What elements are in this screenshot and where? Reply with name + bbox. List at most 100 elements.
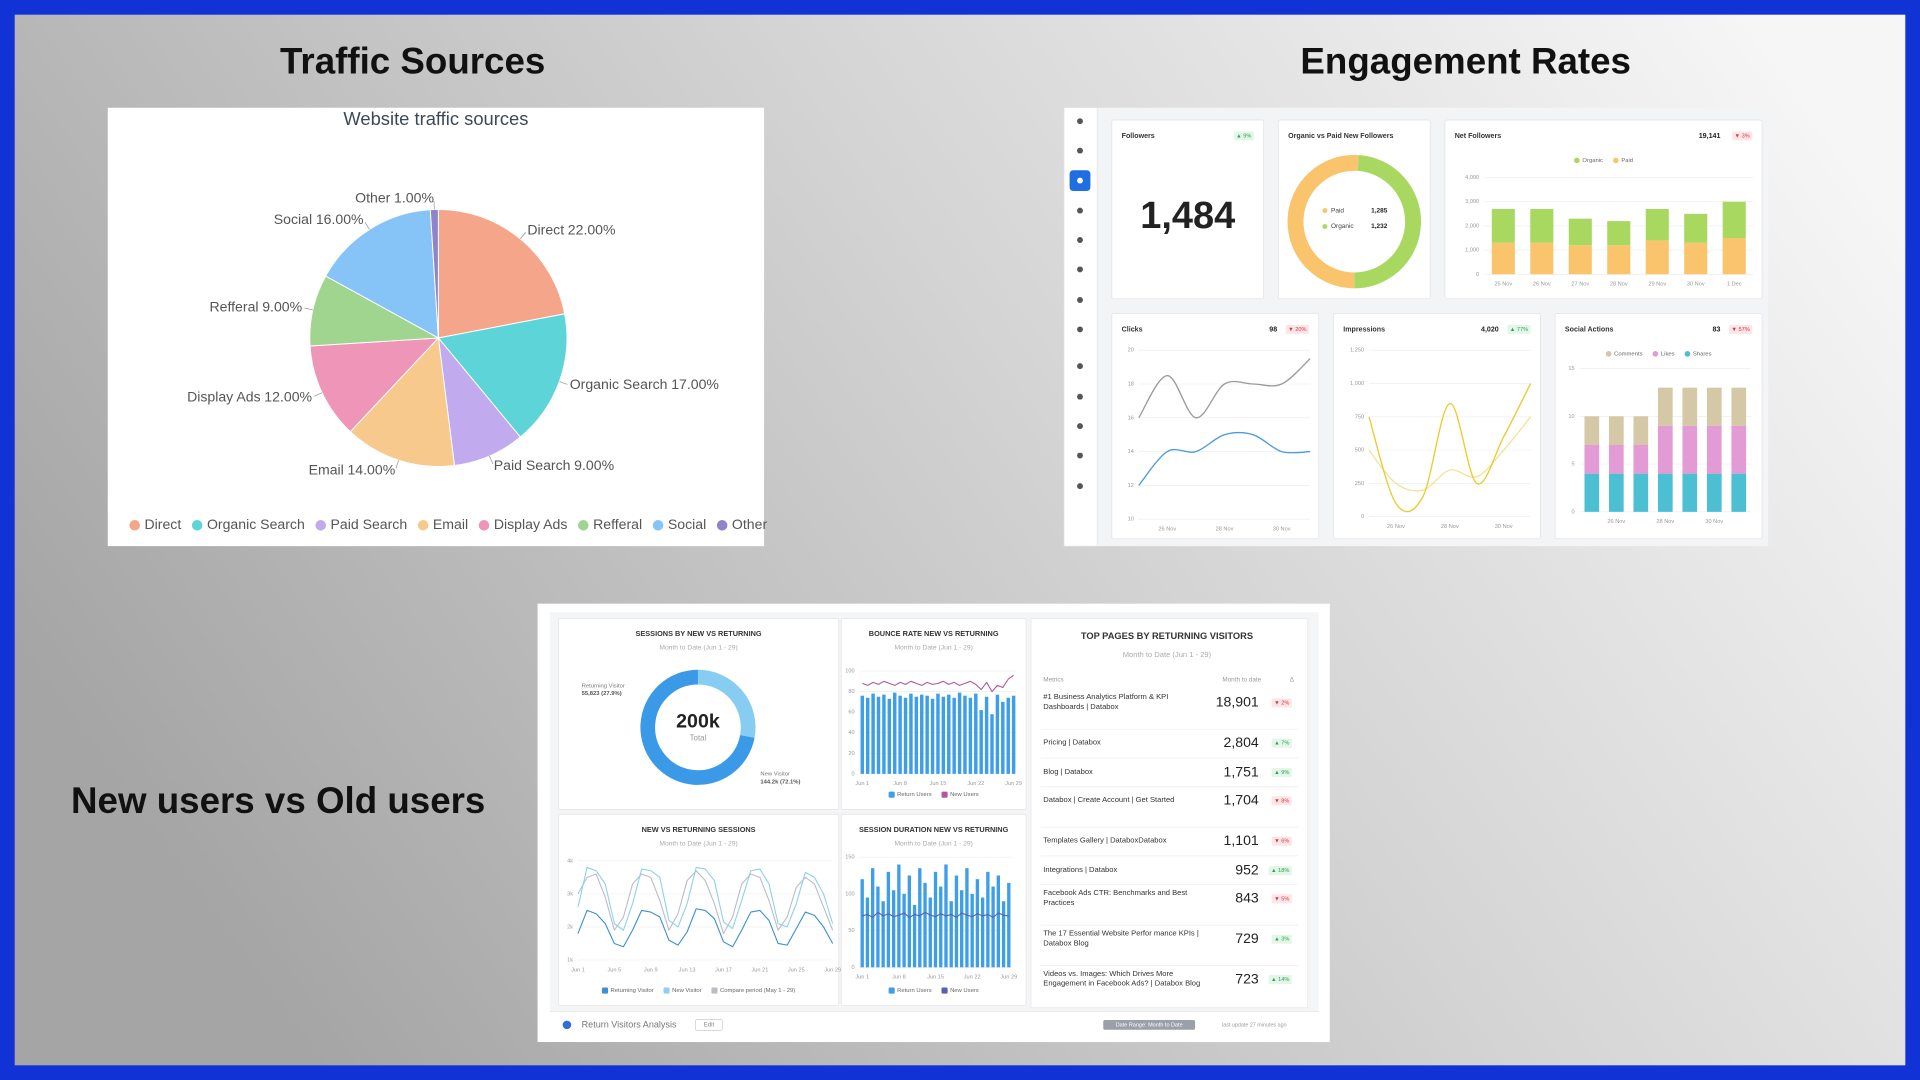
change-badge: [1728, 324, 1753, 334]
legend: Returning Visitor New Visitor Compare peri…: [601, 987, 795, 994]
chart-total: 19,141: [1699, 132, 1721, 140]
change-value: ▼ 57%: [1731, 327, 1749, 333]
bar-segment: [1584, 444, 1600, 474]
y-tick-label: 4k: [567, 858, 573, 864]
y-tick-label: 750: [1355, 414, 1364, 420]
bar-segment: [1584, 473, 1600, 512]
chart-title: BOUNCE RATE NEW VS RETURNING: [869, 629, 999, 638]
slice-value: 14.00%: [347, 461, 395, 477]
row-label: Pricing | Databox: [1043, 738, 1101, 748]
row-value: 1,704: [1224, 792, 1259, 808]
sidebar-icons: [1069, 118, 1091, 490]
bar: [891, 890, 896, 968]
bar: [918, 868, 922, 968]
pie-slice: [325, 209, 439, 339]
legend-label: Organic: [1331, 223, 1354, 230]
row-label-box: Blog | Databox: [1043, 768, 1093, 777]
bar: [920, 694, 924, 774]
y-tick-label: 2k: [567, 924, 573, 930]
y-tick-label: 12: [1128, 483, 1134, 489]
legend-label: Return Users: [897, 988, 932, 994]
bar-segment: [1645, 208, 1669, 241]
x-tick-label: 25 Nov: [1494, 282, 1512, 288]
bar-segment: [1657, 425, 1673, 474]
bar-segment: [1491, 242, 1515, 275]
edit-label[interactable]: Edit: [704, 1022, 715, 1029]
line-series: [1138, 358, 1311, 419]
leader-line: [395, 460, 399, 469]
bar: [995, 694, 1000, 774]
row-value: 1,751: [1224, 763, 1259, 779]
legend-swatch: [601, 987, 609, 994]
row-value: 2,804: [1224, 734, 1259, 750]
bar-segment: [1684, 242, 1708, 275]
change-value: ▲ 18%: [1271, 868, 1289, 874]
chart-title: Social Actions: [1565, 325, 1614, 333]
row-value: 952: [1235, 861, 1259, 877]
legend-label: Direct: [144, 516, 181, 532]
legend-swatch: [716, 520, 728, 531]
slice-value: 9.00%: [262, 298, 302, 314]
change-value: ▲ 9%: [1236, 133, 1251, 139]
bar: [1001, 701, 1005, 774]
change-value: ▼ 20%: [1288, 327, 1306, 333]
chart-title: Net Followers: [1455, 132, 1502, 140]
y-tick-label: 10: [1568, 414, 1574, 420]
bar-segment: [1682, 425, 1698, 474]
donut-value: 55,823 (27.9%): [582, 691, 622, 697]
slice-value: 22.00%: [568, 221, 616, 237]
bar-segment: [1633, 444, 1649, 474]
x-tick-label: 30 Nov: [1273, 526, 1291, 532]
x-tick-label: Jun 15: [930, 781, 947, 787]
bar: [941, 696, 946, 774]
legend-label: Social: [668, 516, 706, 532]
legend-label: Email: [433, 516, 468, 532]
legend-swatch: [888, 791, 895, 798]
chart-card: [1111, 119, 1265, 300]
bar-segment: [1608, 444, 1624, 474]
center-value: 200k: [676, 711, 720, 733]
bar: [954, 875, 959, 968]
donut-label: New Visitor: [760, 771, 790, 777]
legend-label: Shares: [1693, 351, 1712, 357]
donut-segment: [697, 669, 756, 738]
x-tick-label: Jun 29: [1005, 781, 1022, 787]
y-tick-label: 20: [1128, 348, 1134, 354]
edit-button[interactable]: [695, 1019, 723, 1031]
legend-value: 1,232: [1371, 223, 1388, 230]
center-label: Total: [690, 733, 707, 742]
row-value: 723: [1235, 970, 1259, 986]
legend-label: Returning Visitor: [610, 988, 653, 994]
y-tick-label: 100: [845, 891, 854, 897]
chart-total: 4,020: [1481, 325, 1499, 333]
change-badge: [1507, 324, 1531, 334]
bar: [902, 893, 906, 968]
slice-category: Paid Search: [494, 457, 571, 473]
bar-segment: [1607, 221, 1631, 246]
x-tick-label: Jun 21: [751, 967, 768, 973]
legend-label: Likes: [1661, 351, 1675, 357]
leader-line: [304, 307, 313, 311]
bar-segment: [1568, 218, 1592, 246]
legend-label: Compare period (May 1 - 29): [720, 988, 795, 994]
footer-icon: [562, 1020, 572, 1030]
legend-swatch: [1684, 351, 1691, 357]
column-header: Metrics: [1043, 676, 1063, 683]
x-tick-label: 26 Nov: [1158, 526, 1176, 532]
line-series: [577, 866, 834, 931]
donut-segment: [1287, 154, 1359, 289]
y-tick-label: 80: [848, 689, 854, 695]
pie-slice: [309, 337, 440, 433]
legend-swatch: [711, 987, 718, 994]
legend-label: Refferal: [593, 516, 642, 532]
row-label-box: Facebook Ads CTR: Benchmarks and Best Pr…: [1043, 889, 1187, 907]
chart-title: Organic vs Paid New Followers: [1288, 132, 1393, 140]
bar: [949, 901, 953, 968]
change-badge: [1233, 131, 1254, 141]
slice-category: Refferal: [209, 298, 258, 314]
row-label: Integrations | Databox: [1043, 865, 1118, 875]
bar: [892, 692, 897, 774]
change-badge: [1268, 866, 1292, 876]
bar: [957, 692, 962, 774]
x-tick-label: 27 Nov: [1571, 282, 1589, 288]
